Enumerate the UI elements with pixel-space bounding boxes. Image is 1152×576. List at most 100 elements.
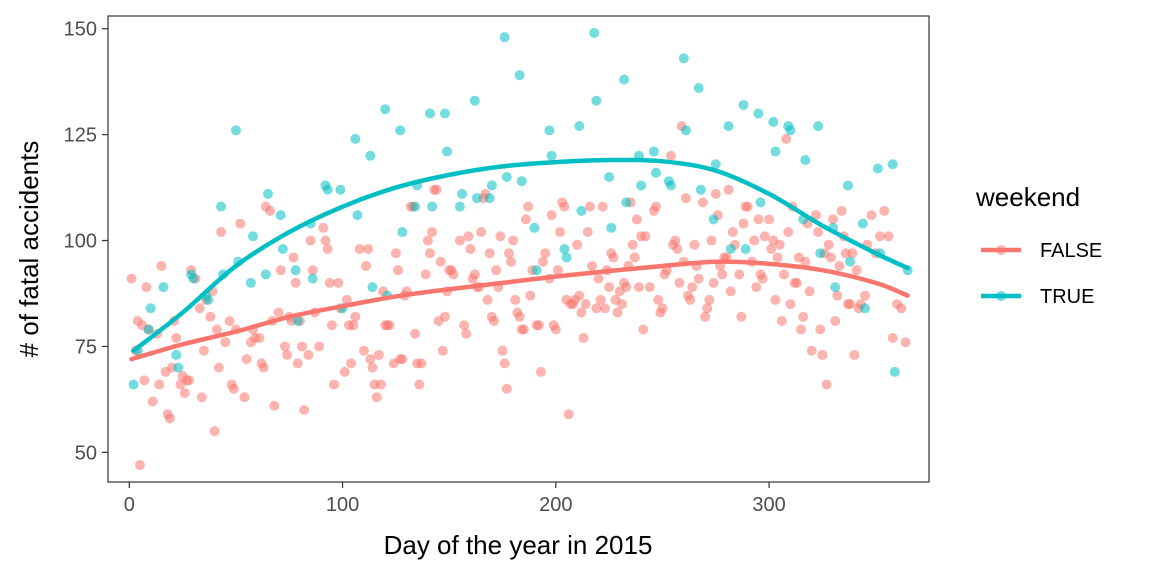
point-false (348, 320, 359, 331)
point-false (134, 460, 145, 471)
y-tick-label: 75 (75, 336, 97, 358)
point-false (495, 231, 506, 242)
point-false (435, 256, 446, 267)
y-tick-label: 125 (64, 125, 97, 147)
x-axis-title: Day of the year in 2015 (384, 530, 653, 560)
y-axis: 50 75 100 125 150 (64, 19, 108, 464)
point-false (670, 235, 681, 246)
point-false (597, 201, 608, 212)
point-true (785, 125, 796, 136)
legend-title: weekend (975, 182, 1080, 212)
point-false (371, 392, 382, 403)
point-false (757, 273, 768, 284)
point-true (678, 53, 689, 64)
point-false (422, 235, 433, 246)
point-true (260, 269, 271, 280)
point-false (499, 358, 510, 369)
point-false (318, 222, 329, 233)
point-false (546, 210, 557, 221)
point-false (717, 269, 728, 280)
y-tick-label: 100 (64, 231, 97, 253)
point-false (834, 260, 845, 271)
point-false (220, 337, 231, 348)
point-false (770, 294, 781, 305)
point-true (307, 273, 318, 284)
point-false (804, 286, 815, 297)
point-true (216, 201, 227, 212)
point-true (710, 159, 721, 170)
point-true (872, 163, 883, 174)
point-false (420, 269, 431, 280)
point-false (738, 218, 749, 229)
point-true (290, 265, 301, 276)
point-false (640, 231, 651, 242)
point-false (578, 332, 589, 343)
point-true (860, 303, 871, 314)
point-true (350, 133, 361, 144)
point-false (616, 299, 627, 310)
point-true (725, 244, 736, 254)
point-false (580, 299, 591, 310)
point-false (776, 316, 787, 327)
point-true (531, 265, 542, 276)
point-false (584, 201, 595, 212)
point-false (821, 379, 832, 390)
point-false (463, 231, 474, 242)
point-true (203, 294, 214, 305)
point-false (375, 379, 386, 390)
point-false (510, 294, 521, 305)
point-true (544, 125, 555, 136)
point-false (425, 248, 435, 259)
y-tick-label: 150 (64, 19, 97, 41)
x-axis: 0 100 200 300 (124, 482, 786, 516)
point-true (395, 125, 406, 136)
point-false (497, 345, 508, 356)
point-false (465, 244, 476, 254)
legend-label-false: FALSE (1040, 240, 1102, 262)
point-true (589, 27, 600, 38)
point-true (857, 218, 868, 229)
point-false (631, 214, 642, 225)
point-true (768, 116, 779, 127)
point-false (638, 324, 649, 335)
point-false (216, 227, 227, 238)
point-false (241, 354, 252, 365)
legend-label-true: TRUE (1040, 286, 1094, 308)
point-false (727, 227, 738, 238)
point-true (708, 214, 719, 225)
point-false (896, 303, 907, 314)
plot-panel (107, 15, 930, 483)
point-false (591, 303, 602, 314)
point-false (363, 244, 374, 254)
point-false (798, 311, 809, 322)
point-true (576, 205, 587, 216)
point-false (778, 269, 789, 280)
point-true (248, 231, 259, 242)
point-false (672, 244, 683, 254)
point-false (346, 358, 357, 369)
point-false (800, 256, 811, 267)
point-true (322, 184, 333, 195)
point-false (533, 320, 544, 331)
point-false (506, 256, 517, 267)
smooth-layer (129, 157, 910, 362)
point-false (725, 286, 736, 297)
point-false (563, 409, 574, 420)
point-true (499, 32, 510, 43)
legend-key-point-false (996, 245, 1006, 255)
point-false (736, 311, 747, 322)
point-false (644, 282, 655, 293)
point-true (529, 222, 540, 233)
point-true (367, 282, 378, 293)
point-false (608, 252, 619, 263)
point-false (322, 244, 333, 254)
point-true (335, 184, 346, 195)
point-false (772, 252, 783, 263)
point-false (279, 341, 290, 352)
point-false (582, 227, 593, 238)
point-false (723, 184, 734, 195)
point-false (651, 201, 662, 212)
point-false (813, 227, 824, 238)
point-false (753, 214, 764, 225)
point-true (604, 171, 615, 182)
